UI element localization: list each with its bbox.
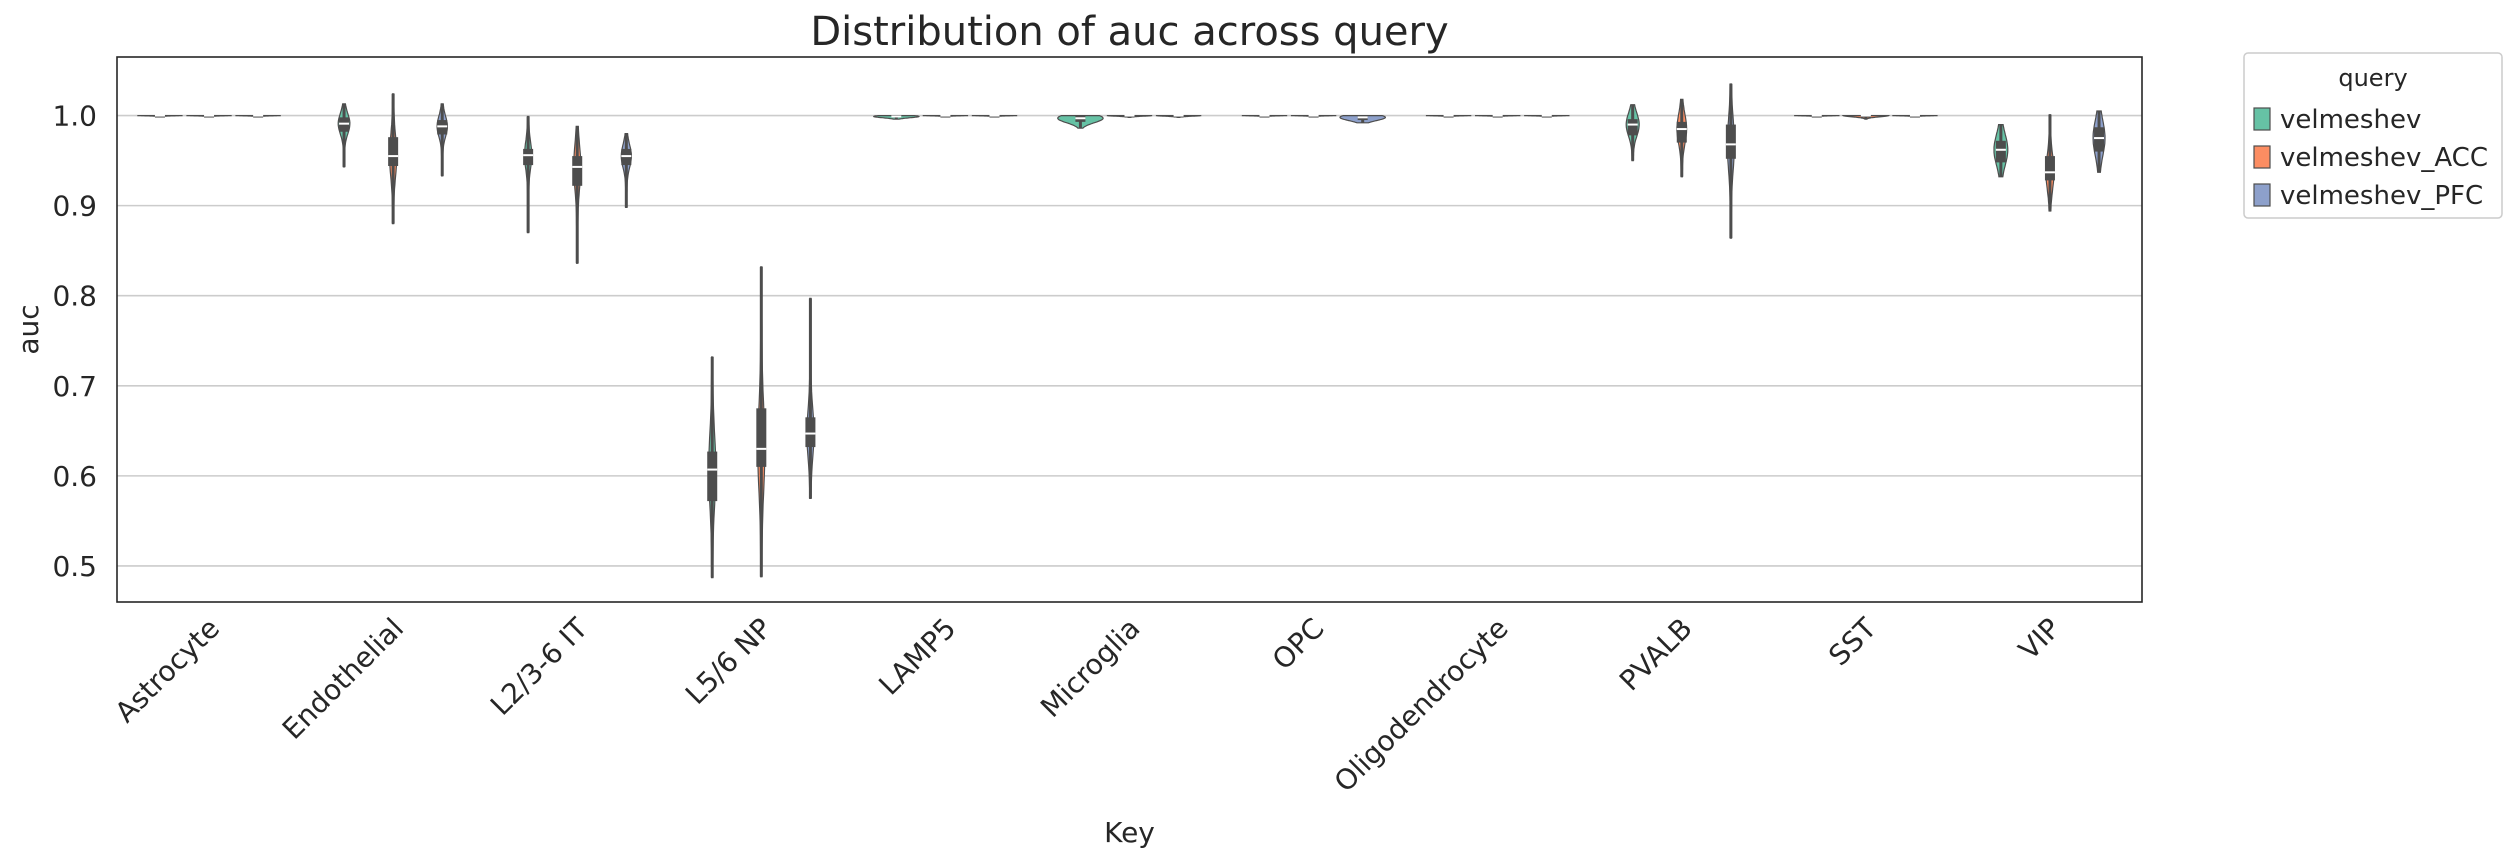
- x-tick-label: PVALB: [1613, 612, 1699, 698]
- legend: query velmeshev velmeshev_ACC velmeshev_PF…: [2243, 52, 2503, 219]
- violin-iqr-box: [1627, 119, 1638, 136]
- legend-title: query: [2338, 64, 2407, 92]
- legend-swatch: [2253, 183, 2271, 207]
- legend-box: [2243, 52, 2503, 219]
- y-tick-label: 1.0: [52, 100, 97, 133]
- legend-label: velmeshev_ACC: [2280, 143, 2488, 173]
- legend-swatch: [2253, 107, 2271, 131]
- violin-marks: [137, 83, 2106, 579]
- legend-label: velmeshev: [2280, 105, 2421, 135]
- violin-iqr-box: [2044, 156, 2055, 181]
- violin-iqr-box: [1676, 121, 1687, 143]
- violin-iqr-box: [1725, 124, 1736, 159]
- y-tick-label: 0.7: [52, 370, 97, 403]
- y-tick-label: 0.6: [52, 460, 97, 493]
- y-tick-label: 0.8: [52, 280, 97, 313]
- x-tick-label: L5/6 NP: [679, 612, 778, 711]
- y-axis-label: auc: [12, 304, 45, 354]
- y-tick-label: 0.9: [52, 190, 97, 223]
- plot-frame: [116, 56, 2143, 603]
- x-tick-label: VIP: [2012, 612, 2067, 667]
- y-tick-label: 0.5: [52, 550, 97, 583]
- x-tick-label: Astrocyte: [109, 612, 226, 729]
- x-axis-ticks: Astrocyte Endothelial L2/3-6 IT L5/6 NP LAMP…: [109, 611, 2067, 798]
- x-tick-label: Microglia: [1034, 612, 1146, 724]
- x-tick-label: SST: [1822, 611, 1883, 672]
- legend-label: velmeshev_PFC: [2280, 181, 2483, 211]
- violin-iqr-box: [756, 408, 767, 467]
- violin-iqr-box: [805, 417, 816, 448]
- x-tick-label: Oligodendrocyte: [1328, 612, 1515, 799]
- grid-lines: [117, 114, 2142, 567]
- violin-iqr-box: [707, 451, 718, 502]
- legend-swatch: [2253, 145, 2271, 169]
- x-tick-label: LAMP5: [872, 612, 962, 702]
- violin-iqr-box: [388, 137, 399, 166]
- x-axis-label: Key: [1104, 816, 1155, 849]
- violin-iqr-box: [523, 148, 534, 166]
- violin-iqr-box: [572, 156, 583, 186]
- x-tick-label: Endothelial: [276, 612, 410, 746]
- legend-items: velmeshev velmeshev_ACC velmeshev_PFC: [2253, 105, 2488, 211]
- violin-iqr-box: [1995, 140, 2006, 163]
- violin-iqr-box: [2094, 127, 2105, 152]
- x-tick-label: OPC: [1266, 612, 1331, 677]
- y-axis-ticks: 0.5 0.6 0.7 0.8 0.9 1.0: [52, 100, 97, 583]
- x-tick-label: L2/3-6 IT: [484, 611, 595, 722]
- chart-title: Distribution of auc across query: [810, 9, 1448, 55]
